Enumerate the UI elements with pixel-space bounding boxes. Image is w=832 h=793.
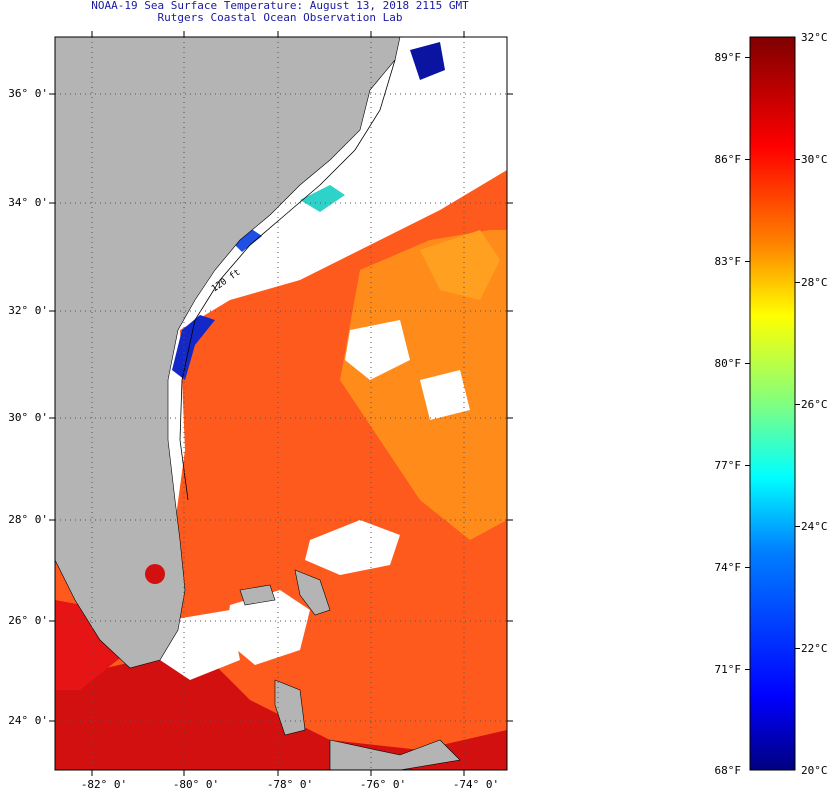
colorbar-label-f: 80°F <box>714 357 742 370</box>
land-island <box>294 569 331 616</box>
lon-label: -80° 0' <box>172 778 220 791</box>
cold-sst-filament <box>300 185 345 212</box>
hot-sst-region <box>55 650 507 770</box>
colorbar-label-f: 89°F <box>714 51 742 64</box>
colorbar-label-f: 71°F <box>714 663 742 676</box>
colorbar-gradient <box>749 36 796 771</box>
cloud-patch <box>345 320 410 380</box>
cold-sst-filament <box>410 42 445 80</box>
lat-label: 36° 0' <box>8 87 48 100</box>
colorbar-tick <box>745 567 750 568</box>
lat-label: 28° 0' <box>8 513 48 526</box>
map-subtitle: Rutgers Coastal Ocean Observation Lab <box>157 11 403 24</box>
colorbar-tick <box>795 282 800 283</box>
colorbar-label-c: 30°C <box>801 153 828 166</box>
colorbar-tick <box>745 465 750 466</box>
colorbar-label-c: 26°C <box>801 398 828 411</box>
land-island <box>274 679 306 736</box>
colorbar-tick <box>795 526 800 527</box>
colorbar-label-c: 28°C <box>801 276 828 289</box>
map-frame <box>54 36 508 771</box>
colorbar-label-c: 22°C <box>801 642 828 655</box>
lake-okeechobee <box>145 564 165 584</box>
colorbar-label-f: 68°F <box>714 764 742 777</box>
lat-grid <box>55 93 507 722</box>
colorbar-label-f: 83°F <box>714 255 742 268</box>
lon-label: -76° 0' <box>359 778 407 791</box>
colorbar-tick <box>745 363 750 364</box>
colorbar-label-c: 24°C <box>801 520 828 533</box>
cloud-patch <box>420 370 470 420</box>
frame-ticks <box>49 31 513 776</box>
land-mainland <box>55 37 401 669</box>
cloud-patch <box>305 520 400 575</box>
colorbar-label-c: 32°C <box>801 31 828 44</box>
colorbar-label-f: 74°F <box>714 561 742 574</box>
lon-grid <box>91 37 465 770</box>
lat-label: 32° 0' <box>8 304 48 317</box>
land-island <box>329 739 461 770</box>
lon-label: -74° 0' <box>452 778 500 791</box>
cold-sst-filament <box>172 315 215 380</box>
colorbar-tick <box>745 159 750 160</box>
colorbar-tick <box>795 648 800 649</box>
depth-contour <box>179 59 396 501</box>
lon-label: -78° 0' <box>266 778 314 791</box>
map-title: NOAA-19 Sea Surface Temperature: August … <box>91 0 469 12</box>
colorbar-tick <box>745 669 750 670</box>
colorbar-tick <box>745 261 750 262</box>
lat-label: 34° 0' <box>8 196 48 209</box>
cold-sst-filament <box>230 228 262 252</box>
colorbar-tick <box>745 57 750 58</box>
colorbar-label-f: 77°F <box>714 459 742 472</box>
colorbar-tick <box>795 159 800 160</box>
lat-label: 24° 0' <box>8 714 48 727</box>
lat-label: 26° 0' <box>8 614 48 627</box>
orange-sst-patch <box>420 230 500 300</box>
cloud-patch <box>160 610 240 680</box>
colorbar-label-c: 20°C <box>801 764 828 777</box>
colorbar-tick <box>795 404 800 405</box>
colorbar-label-f: 86°F <box>714 153 742 166</box>
land-island <box>239 584 276 606</box>
cloud-patch <box>225 590 310 665</box>
lat-label: 30° 0' <box>8 411 48 424</box>
lon-label: -82° 0' <box>80 778 128 791</box>
